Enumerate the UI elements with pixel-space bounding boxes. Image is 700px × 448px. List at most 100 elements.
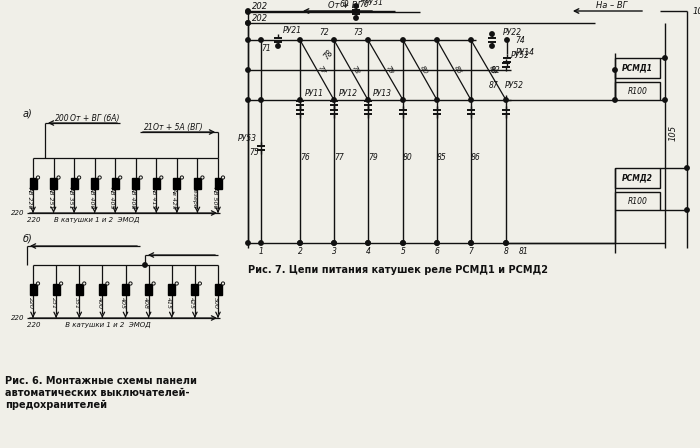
- Circle shape: [366, 241, 370, 245]
- Circle shape: [469, 241, 473, 245]
- Text: 220      В катушки 1 и 2  ЭМОД: 220 В катушки 1 и 2 ЭМОД: [27, 217, 139, 223]
- Circle shape: [298, 241, 302, 245]
- Circle shape: [198, 282, 202, 285]
- Circle shape: [685, 166, 690, 170]
- Circle shape: [490, 32, 494, 36]
- Polygon shape: [174, 178, 181, 189]
- Text: От + 5А (ВГ): От + 5А (ВГ): [153, 122, 203, 132]
- Circle shape: [246, 9, 250, 13]
- Polygon shape: [191, 284, 198, 295]
- Circle shape: [129, 282, 132, 285]
- Circle shape: [332, 241, 336, 245]
- Text: R100: R100: [628, 197, 648, 206]
- Circle shape: [259, 241, 263, 245]
- Text: R100: R100: [628, 86, 648, 95]
- Text: 4: 4: [365, 246, 370, 255]
- Polygon shape: [168, 284, 175, 295]
- Text: 2: 2: [298, 246, 302, 255]
- Circle shape: [160, 176, 163, 179]
- Circle shape: [366, 98, 370, 102]
- Text: 86: 86: [471, 152, 481, 161]
- Text: 220: 220: [27, 297, 32, 309]
- Circle shape: [36, 282, 40, 285]
- Text: Рис. 6. Монтажные схемы панели
автоматических выключателей-
предохранителей: Рис. 6. Монтажные схемы панели автоматич…: [5, 376, 197, 409]
- Text: 1: 1: [258, 246, 263, 255]
- Circle shape: [36, 176, 40, 179]
- Circle shape: [246, 21, 250, 25]
- Circle shape: [401, 241, 405, 245]
- Polygon shape: [52, 284, 60, 295]
- Text: 85: 85: [453, 65, 463, 75]
- Text: 3: 3: [332, 246, 337, 255]
- Text: АВ 405: АВ 405: [110, 186, 115, 209]
- Polygon shape: [132, 178, 139, 189]
- Circle shape: [504, 98, 508, 102]
- Polygon shape: [214, 178, 221, 189]
- Polygon shape: [76, 284, 83, 295]
- Text: 80: 80: [403, 152, 413, 161]
- Circle shape: [612, 68, 617, 72]
- Circle shape: [139, 176, 142, 179]
- Text: 73: 73: [353, 27, 363, 36]
- Circle shape: [435, 98, 439, 102]
- Circle shape: [298, 98, 302, 102]
- Text: РУ31: РУ31: [365, 0, 384, 7]
- Text: 76: 76: [300, 152, 310, 161]
- Bar: [615, 168, 660, 188]
- Polygon shape: [145, 284, 152, 295]
- Text: 220           В катушки 1 и 2  ЭМОД: 220 В катушки 1 и 2 ЭМОД: [27, 322, 150, 328]
- Circle shape: [401, 98, 405, 102]
- Polygon shape: [194, 178, 201, 189]
- Text: 80: 80: [419, 65, 429, 75]
- Text: От + ВГ (бА): От + ВГ (бА): [70, 113, 120, 122]
- Circle shape: [83, 282, 86, 285]
- Circle shape: [259, 98, 263, 102]
- Text: 82: 82: [491, 65, 501, 74]
- Polygon shape: [112, 178, 119, 189]
- Bar: [615, 58, 660, 78]
- Text: 79: 79: [384, 65, 394, 75]
- Circle shape: [663, 56, 667, 60]
- Circle shape: [98, 176, 102, 179]
- Circle shape: [259, 38, 263, 42]
- Text: АВ 251: АВ 251: [48, 186, 53, 209]
- Text: АВ 351: АВ 351: [69, 186, 74, 209]
- Circle shape: [469, 98, 473, 102]
- Polygon shape: [99, 284, 106, 295]
- Text: 220: 220: [10, 315, 24, 321]
- Polygon shape: [29, 284, 36, 295]
- Circle shape: [504, 241, 508, 245]
- Text: 220: 220: [10, 210, 24, 216]
- Circle shape: [298, 38, 302, 42]
- Text: РСМД2: РСМД2: [622, 173, 653, 182]
- Text: 202: 202: [252, 13, 268, 22]
- Text: 72: 72: [319, 27, 329, 36]
- Text: РУ12: РУ12: [339, 89, 358, 98]
- Text: 87: 87: [489, 81, 499, 90]
- Circle shape: [332, 98, 336, 102]
- Text: РСМД1: РСМД1: [622, 64, 653, 73]
- Circle shape: [152, 282, 155, 285]
- Text: 202: 202: [252, 1, 268, 10]
- Circle shape: [246, 241, 250, 245]
- Text: На – ВГ: На – ВГ: [596, 0, 628, 9]
- Polygon shape: [214, 284, 221, 295]
- Circle shape: [685, 208, 690, 212]
- Circle shape: [201, 176, 204, 179]
- Circle shape: [57, 176, 60, 179]
- Bar: [615, 82, 660, 100]
- Text: 7: 7: [468, 246, 473, 255]
- Circle shape: [354, 16, 358, 20]
- Circle shape: [504, 241, 508, 245]
- Circle shape: [175, 282, 178, 285]
- Text: Рис. 7. Цепи питания катушек реле РСМД1 и РСМД2: Рис. 7. Цепи питания катушек реле РСМД1 …: [248, 265, 548, 275]
- Circle shape: [276, 44, 280, 48]
- Text: 70: 70: [359, 0, 369, 9]
- Circle shape: [246, 68, 250, 72]
- Polygon shape: [91, 178, 98, 189]
- Text: 69: 69: [339, 0, 349, 9]
- Circle shape: [469, 38, 473, 42]
- Text: 405: 405: [120, 297, 125, 309]
- Polygon shape: [153, 178, 160, 189]
- Circle shape: [60, 282, 63, 285]
